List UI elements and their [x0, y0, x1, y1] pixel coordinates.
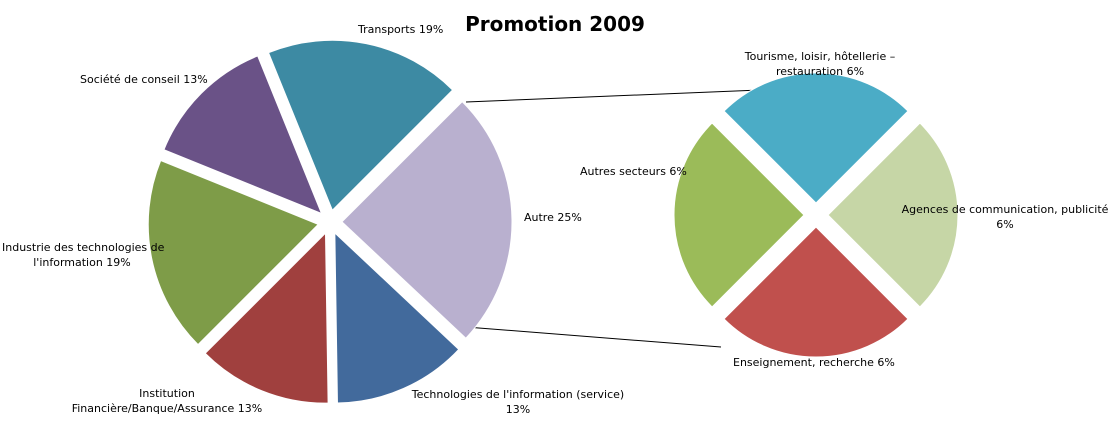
data-label-tourisme-line2: restauration 6% [775, 65, 865, 78]
pie-slice-finance [204, 231, 329, 404]
data-label-industrie: Industrie des technologies de l'informat… [2, 240, 165, 270]
data-label-agences-line1: Agences de communication, publicité [901, 203, 1109, 216]
data-label-techserv-line2: 13% [505, 403, 531, 416]
data-label-autres: Autres secteurs 6% [580, 165, 687, 178]
data-label-agences-line2: 6% [996, 218, 1014, 231]
secondary-pie [673, 72, 959, 358]
data-label-autre: Autre 25% [524, 211, 582, 224]
main-pie [147, 39, 513, 404]
pie-slice-agences [827, 122, 959, 308]
pie-slice-autre [341, 100, 513, 339]
data-label-tourisme-line1: Tourisme, loisir, hôtellerie – [744, 50, 896, 63]
pie-slice-transports [267, 39, 454, 212]
pie-slice-conseil [163, 55, 323, 215]
data-label-industrie-line1: Industrie des technologies de [2, 241, 165, 254]
data-label-finance-line2: Financière/Banque/Assurance 13% [71, 402, 263, 415]
data-label-tourisme: Tourisme, loisir, hôtellerie – restaurat… [725, 49, 915, 79]
data-label-finance-line1: Institution [139, 387, 195, 400]
connector-line-bottom [465, 326, 722, 348]
data-label-agences: Agences de communication, publicité 6% [900, 202, 1110, 232]
data-label-conseil: Société de conseil 13% [80, 73, 208, 86]
chart-title: Promotion 2009 [465, 12, 645, 36]
pie-slice-industrie [147, 159, 320, 346]
pie-slice-tourisme [723, 72, 909, 204]
data-label-transports: Transports 19% [358, 23, 444, 36]
pie-slice-techserv [334, 231, 460, 404]
data-label-techserv: Technologies de l'information (service) … [402, 387, 634, 417]
pie-slice-autres [673, 122, 805, 308]
data-label-techserv-line1: Technologies de l'information (service) [411, 388, 625, 401]
data-label-industrie-line2: l'information 19% [33, 256, 131, 269]
data-label-finance: Institution Financière/Banque/Assurance … [60, 386, 274, 416]
data-label-enseign: Enseignement, recherche 6% [733, 356, 895, 369]
pie-slice-enseign [723, 226, 909, 358]
